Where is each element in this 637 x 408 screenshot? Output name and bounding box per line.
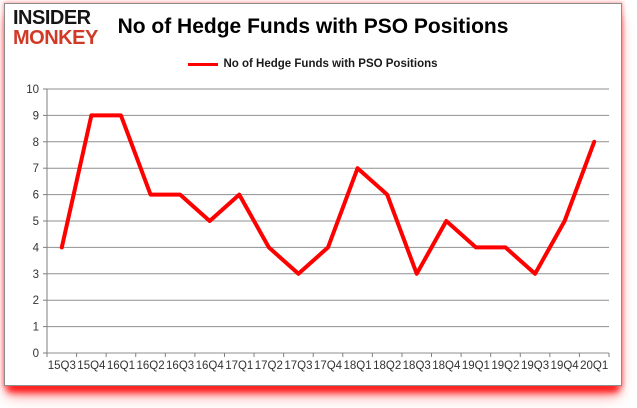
x-tick-label: 17Q3 [284,360,312,372]
x-tick-label: 16Q1 [107,360,135,372]
y-tick-label: 10 [26,84,39,96]
y-tick-label: 7 [33,163,39,175]
series-line [59,113,597,276]
chart-card: INSIDER MONKEY No of Hedge Funds with PS… [4,3,622,386]
y-tick-label: 1 [33,322,39,334]
x-tick-label: 19Q1 [462,360,490,372]
y-tick-label: 6 [33,190,39,202]
y-tick-label: 5 [33,216,39,228]
x-tick-label: 15Q3 [48,360,76,372]
x-tick-label: 15Q4 [77,360,106,372]
x-tick-label: 19Q2 [491,360,519,372]
y-tick-label: 8 [33,137,39,149]
x-tick-label: 17Q2 [255,360,283,372]
x-tick-label: 16Q3 [166,360,194,372]
gridlines [47,88,609,354]
legend-label: No of Hedge Funds with PSO Positions [223,58,438,70]
axis-ticks [43,88,610,357]
insider-monkey-logo: INSIDER MONKEY [13,7,98,49]
x-tick-label: 16Q2 [136,360,164,372]
y-tick-label: 3 [33,269,39,281]
chart-svg: 0 1 2 3 4 5 6 7 8 9 10 15Q3 15Q4 16Q1 16Q2 16Q3 16Q4 17Q1… [26,84,610,372]
legend-line-swatch [188,62,219,66]
y-tick-label: 2 [33,295,39,307]
x-tick-label: 19Q3 [521,360,549,372]
y-tick-label: 4 [33,242,40,254]
logo-text-insider: INSIDER [13,7,91,29]
logo-text-monkey: MONKEY [13,26,98,49]
y-axis-labels: 0 1 2 3 4 5 6 7 8 9 10 [26,84,39,360]
x-tick-label: 18Q2 [373,360,401,372]
chart-title: No of Hedge Funds with PSO Positions [117,15,509,38]
x-tick-label: 16Q4 [196,360,225,372]
chart-legend: No of Hedge Funds with PSO Positions [5,56,621,72]
x-tick-label: 18Q3 [403,360,431,372]
x-tick-label: 20Q1 [580,360,608,372]
x-tick-label: 19Q4 [551,360,580,372]
y-tick-label: 9 [33,110,39,122]
x-tick-label: 17Q1 [225,360,253,372]
y-tick-label: 0 [33,348,39,360]
x-tick-label: 18Q1 [344,360,372,372]
x-axis-labels: 15Q3 15Q4 16Q1 16Q2 16Q3 16Q4 17Q1 17Q2 17Q3 17Q4… [48,360,609,372]
x-tick-label: 17Q4 [314,360,343,372]
x-tick-label: 18Q4 [432,360,461,372]
